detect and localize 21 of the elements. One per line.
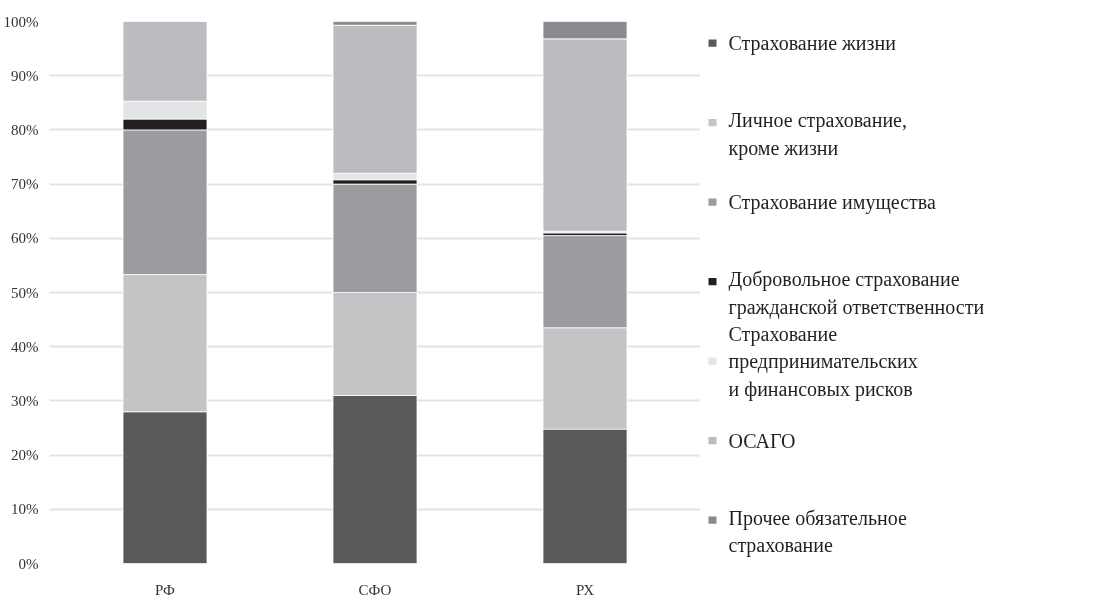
legend-label: Страхование имущества bbox=[728, 191, 936, 215]
x-tick-label: РФ bbox=[155, 581, 176, 598]
x-tick-label: СФО bbox=[358, 581, 392, 598]
y-tick-label: 80% bbox=[11, 121, 39, 138]
y-tick-label: 0% bbox=[18, 555, 39, 572]
y-tick-label: 100% bbox=[3, 13, 39, 30]
y-tick-label: 30% bbox=[11, 392, 39, 409]
legend-label: Страхование предпринимательских и финансовых рисков bbox=[728, 322, 918, 401]
y-tick-label: 90% bbox=[11, 67, 39, 84]
legend-label: Личное страхование, кроме жизни bbox=[728, 109, 907, 160]
y-tick-label: 10% bbox=[11, 501, 39, 518]
legend-label: ОСАГО bbox=[728, 429, 796, 452]
legend-label: Добровольное страхование гражданской ответственности bbox=[728, 268, 985, 319]
x-tick-label: РХ bbox=[575, 581, 595, 598]
y-tick-label: 70% bbox=[11, 176, 39, 193]
y-tick-label: 40% bbox=[11, 338, 39, 355]
legend-label: Страхование жизни bbox=[728, 32, 897, 56]
y-tick-label: 60% bbox=[11, 230, 39, 247]
y-tick-label: 50% bbox=[11, 284, 39, 301]
legend-label: Прочее обязательное страхование bbox=[728, 506, 908, 558]
y-tick-label: 20% bbox=[11, 447, 39, 464]
